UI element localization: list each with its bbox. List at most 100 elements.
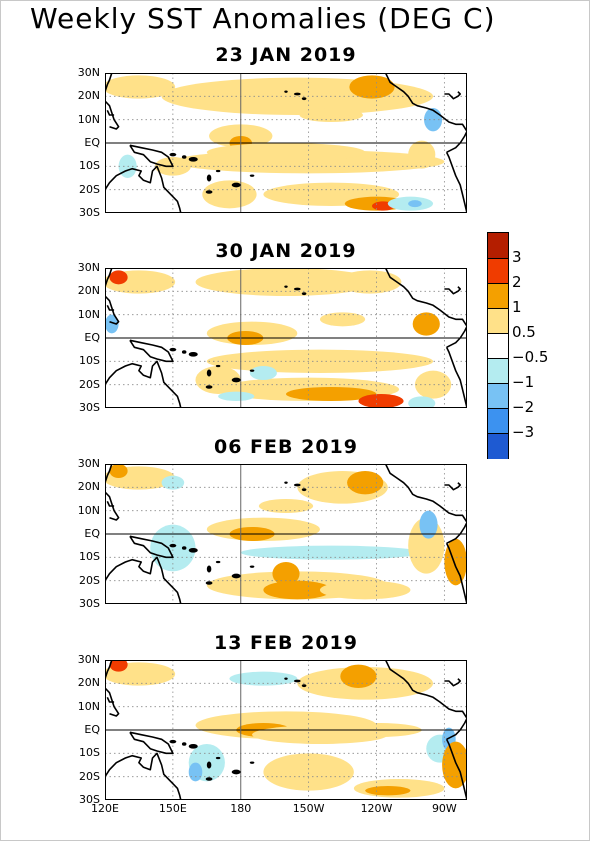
lat-label: 30N xyxy=(77,457,100,470)
anomaly-region xyxy=(299,108,363,122)
lat-label: 20S xyxy=(79,182,100,196)
lat-label: 10S xyxy=(79,159,100,173)
legend-color-bar xyxy=(487,232,509,459)
island xyxy=(215,364,221,368)
legend-swatch xyxy=(488,383,508,409)
lat-label: 30S xyxy=(79,206,100,219)
island xyxy=(249,369,255,372)
legend-label: 3 xyxy=(512,248,522,266)
anomaly-region xyxy=(188,762,203,782)
anomaly-region xyxy=(105,314,119,334)
lat-label: 20N xyxy=(77,284,100,298)
island xyxy=(284,481,288,484)
coastline xyxy=(105,687,120,717)
coastline xyxy=(445,130,467,213)
lon-label: 150E xyxy=(158,802,187,815)
sst-anomaly-map xyxy=(105,268,467,408)
coastline xyxy=(384,660,467,720)
coastline xyxy=(105,464,113,483)
panel-date-title: 23 JAN 2019 xyxy=(215,44,357,66)
island xyxy=(181,546,187,550)
lon-label: 120E xyxy=(91,802,119,815)
sst-anomaly-map xyxy=(105,464,467,604)
anomaly-region xyxy=(408,396,436,408)
map-border xyxy=(105,73,467,213)
coastline xyxy=(384,464,467,524)
coastline xyxy=(384,73,467,133)
coastline xyxy=(105,295,120,325)
island xyxy=(188,352,198,357)
lat-label: 30S xyxy=(79,793,100,806)
anomaly-region xyxy=(408,140,436,169)
legend-label: −0.5 xyxy=(512,348,549,366)
panel-date-title: 30 JAN 2019 xyxy=(215,240,357,262)
island xyxy=(206,565,212,573)
anomaly-region xyxy=(109,464,128,478)
anomaly-region xyxy=(412,312,440,336)
anomaly-region xyxy=(414,370,452,399)
island xyxy=(181,742,187,746)
legend-swatch xyxy=(488,358,508,384)
island xyxy=(206,174,212,182)
legend-label: 0.5 xyxy=(512,323,536,341)
lat-label: 20N xyxy=(77,89,100,103)
legend-label: −3 xyxy=(512,423,535,441)
coastline xyxy=(129,731,174,755)
island xyxy=(188,548,198,553)
lat-label: 10S xyxy=(79,550,100,564)
lat-label: 10S xyxy=(79,746,100,760)
island xyxy=(293,679,301,683)
anomaly-region xyxy=(272,562,300,586)
anomaly-region xyxy=(358,394,404,408)
legend-swatch xyxy=(488,308,508,334)
lat-label: 10N xyxy=(77,699,100,713)
lon-label: 120W xyxy=(360,802,393,815)
lon-label: 150W xyxy=(292,802,325,815)
coastline xyxy=(106,500,115,507)
lat-label: 10N xyxy=(77,307,100,321)
island xyxy=(181,155,187,159)
lat-label: 20S xyxy=(79,377,100,391)
island xyxy=(206,369,212,377)
anomaly-region xyxy=(229,671,298,686)
anomaly-region xyxy=(218,391,255,401)
anomaly-region xyxy=(263,753,354,791)
coastline xyxy=(105,491,120,521)
island xyxy=(169,739,177,744)
sst-anomaly-map xyxy=(105,660,467,800)
anomaly-region xyxy=(365,786,411,796)
legend-label: 1 xyxy=(512,298,522,316)
island xyxy=(301,684,307,688)
lon-label: 90W xyxy=(431,802,457,815)
lat-label: 20N xyxy=(77,480,100,494)
island xyxy=(293,287,301,291)
lat-label: 20S xyxy=(79,769,100,783)
anomaly-region xyxy=(249,366,277,380)
island xyxy=(169,347,177,352)
figure-title: Weekly SST Anomalies (DEG C) xyxy=(30,2,496,35)
anomaly-region xyxy=(258,499,314,513)
island xyxy=(215,560,221,564)
coastline xyxy=(445,717,467,800)
coastline xyxy=(445,521,467,604)
legend-swatch xyxy=(488,258,508,284)
island xyxy=(249,174,255,177)
island xyxy=(215,756,221,760)
panel-date-title: 06 FEB 2019 xyxy=(214,436,358,458)
coastline xyxy=(105,556,182,604)
coastline xyxy=(105,752,182,800)
lat-label: 30N xyxy=(77,653,100,666)
island xyxy=(188,157,198,162)
lat-label: 20S xyxy=(79,573,100,587)
anomaly-region xyxy=(340,664,377,688)
island xyxy=(301,97,307,101)
legend-swatch xyxy=(488,333,508,359)
island xyxy=(301,488,307,492)
anomaly-region xyxy=(349,75,395,99)
island xyxy=(231,377,241,383)
island xyxy=(284,90,288,93)
island xyxy=(205,581,213,585)
island xyxy=(205,777,213,781)
island xyxy=(205,190,213,194)
legend-swatch xyxy=(488,408,508,434)
